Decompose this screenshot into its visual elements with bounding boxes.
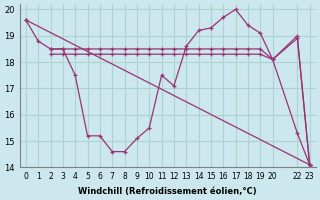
X-axis label: Windchill (Refroidissement éolien,°C): Windchill (Refroidissement éolien,°C) (78, 187, 257, 196)
